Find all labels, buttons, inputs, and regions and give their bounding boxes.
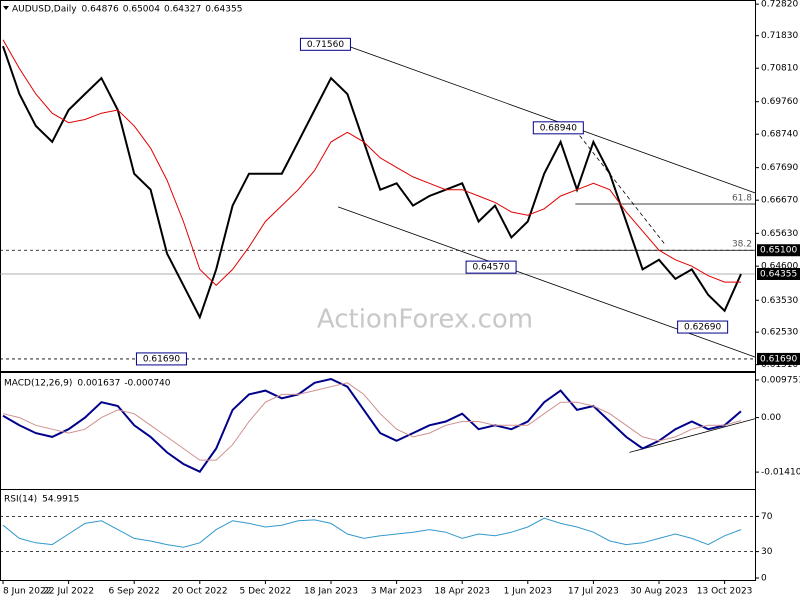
series-line bbox=[2, 39, 741, 286]
y-tick-label: 0.00 bbox=[761, 413, 781, 423]
menu-arrow bbox=[3, 6, 9, 10]
x-tick-label: 5 Dec 2022 bbox=[240, 587, 292, 597]
panel-title: AUDUSD,Daily bbox=[12, 5, 77, 15]
annotation-label: 0.61690 bbox=[143, 354, 180, 364]
y-tick-label: 0.63530 bbox=[761, 296, 798, 306]
x-tick-label: 13 Oct 2023 bbox=[697, 587, 753, 597]
quote-value: 0.64327 bbox=[164, 5, 201, 15]
level-box bbox=[757, 244, 800, 257]
rsi-panel bbox=[0, 489, 756, 581]
quote-value: 0.65004 bbox=[123, 5, 160, 15]
x-tick-label: 3 Mar 2023 bbox=[371, 587, 422, 597]
level-box bbox=[757, 267, 800, 280]
x-tick-label: 6 Sep 2022 bbox=[109, 587, 160, 597]
annotation-label: 0.64570 bbox=[472, 263, 509, 273]
x-tick-label: 18 Jan 2023 bbox=[304, 587, 358, 597]
y-tick-label: 30 bbox=[761, 547, 773, 557]
series-line bbox=[2, 377, 742, 473]
y-tick-label: 0.69760 bbox=[761, 97, 798, 107]
annotation-box bbox=[677, 320, 729, 334]
level-label: 0.65100 bbox=[760, 246, 797, 256]
y-tick-label: 0.71830 bbox=[761, 31, 798, 41]
y-tick-label: -0.014104 bbox=[761, 468, 800, 478]
y-tick-label: 0.64600 bbox=[761, 262, 798, 272]
annotation-box bbox=[135, 352, 187, 366]
y-tick-label: 0.62530 bbox=[761, 328, 798, 338]
series-line bbox=[2, 517, 742, 548]
annotation-label: 0.71560 bbox=[307, 40, 344, 50]
y-tick-label: 0.009751 bbox=[761, 375, 800, 385]
y-tick-label: 70 bbox=[761, 512, 773, 522]
annotation-label: 0.68940 bbox=[540, 123, 577, 133]
x-tick-label: 22 Jul 2022 bbox=[43, 587, 94, 597]
trend-line bbox=[629, 418, 756, 453]
quote-value: -0.000740 bbox=[124, 379, 170, 389]
quote-value: 0.001637 bbox=[77, 379, 120, 389]
fib-label: 38.2 bbox=[732, 240, 752, 250]
x-tick-label: 20 Oct 2022 bbox=[172, 587, 228, 597]
x-tick-label: 17 Jul 2023 bbox=[568, 587, 619, 597]
trend-line bbox=[344, 44, 756, 194]
annotation-label: 0.62690 bbox=[684, 323, 721, 333]
x-tick-label: 18 Apr 2023 bbox=[434, 587, 490, 597]
series-line bbox=[2, 382, 742, 461]
level-label: 0.61690 bbox=[760, 354, 797, 364]
y-tick-label: 0.61510 bbox=[761, 360, 798, 370]
level-label: 0.64355 bbox=[760, 269, 797, 279]
x-tick-label: 1 Jun 2023 bbox=[504, 587, 552, 597]
y-tick-label: 0.65630 bbox=[761, 229, 798, 239]
series-line bbox=[2, 45, 742, 320]
watermark: ActionForex.com bbox=[317, 305, 533, 335]
quote-value: 0.64876 bbox=[82, 5, 119, 15]
level-box bbox=[757, 352, 800, 365]
y-tick-label: 0.66670 bbox=[761, 196, 798, 206]
price-panel bbox=[0, 0, 756, 372]
y-tick-label: 0.67690 bbox=[761, 163, 798, 173]
y-tick-label: 0.70810 bbox=[761, 64, 798, 74]
annotation-box bbox=[299, 37, 351, 51]
quote-value: 54.9915 bbox=[42, 495, 79, 505]
fib-label: 61.8 bbox=[732, 194, 752, 204]
panel-title: MACD(12,26,9) bbox=[4, 379, 72, 389]
quote-value: 0.64355 bbox=[205, 5, 242, 15]
x-tick-label: 30 Aug 2023 bbox=[630, 587, 688, 597]
y-tick-label: 0 bbox=[761, 574, 767, 584]
annotation-box bbox=[465, 260, 517, 274]
y-tick-label: 0.72820 bbox=[761, 0, 798, 10]
panel-title: RSI(14) bbox=[4, 495, 37, 505]
x-tick-label: 8 Jun 2022 bbox=[3, 587, 51, 597]
y-tick-label: 0.68740 bbox=[761, 130, 798, 140]
annotation-box bbox=[532, 121, 584, 135]
